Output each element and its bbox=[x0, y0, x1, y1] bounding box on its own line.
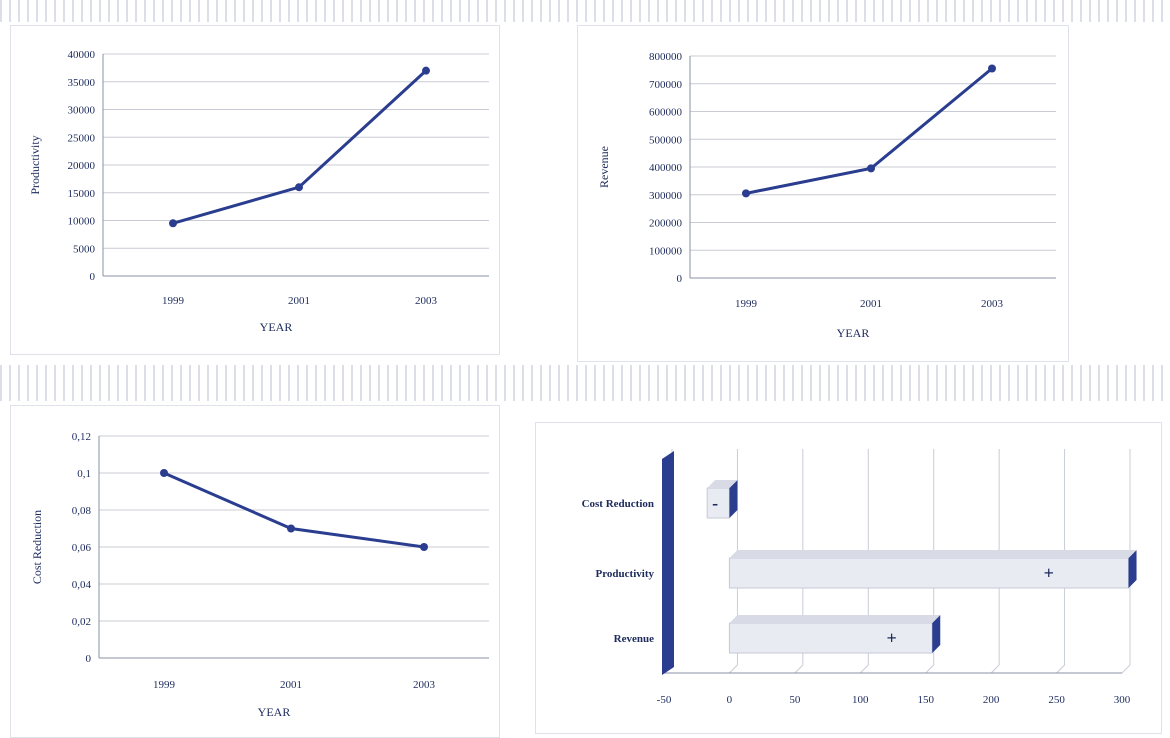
x-tick-label: 2003 bbox=[413, 679, 436, 691]
y-tick-label: 0 bbox=[86, 653, 92, 665]
y-tick-label: 0,02 bbox=[72, 616, 91, 628]
y-tick-label: 0 bbox=[90, 271, 96, 283]
bar bbox=[728, 557, 1130, 589]
bar-end-face bbox=[729, 480, 738, 518]
floor-gridline bbox=[729, 664, 738, 674]
floor-gridline bbox=[990, 664, 1000, 674]
y-tick-label: 0 bbox=[677, 273, 683, 285]
bar-sign-marker: - bbox=[712, 493, 718, 513]
productivity-line-chart: 0 5000 10000 15000 20000 25000 30000 35000 40000… bbox=[28, 49, 489, 334]
data-point bbox=[742, 189, 750, 198]
y-tick-label: 30000 bbox=[68, 105, 96, 117]
category-label: Revenue bbox=[614, 633, 654, 645]
series-line bbox=[745, 67, 993, 195]
x-tick-label: 0 bbox=[727, 694, 733, 706]
x-tick-label: 50 bbox=[789, 694, 801, 706]
y-tick-label: 100000 bbox=[649, 245, 683, 257]
x-axis-title: YEAR bbox=[260, 320, 293, 334]
x-tick-label: 200 bbox=[983, 694, 1000, 706]
x-tick-label: 2001 bbox=[280, 679, 302, 691]
floor-gridline bbox=[1121, 664, 1131, 674]
x-tick-label: 2003 bbox=[415, 295, 438, 307]
axis-wall bbox=[662, 451, 674, 675]
bar-sign-marker: + bbox=[887, 628, 897, 648]
bar bbox=[728, 622, 933, 654]
y-tick-label: 700000 bbox=[649, 79, 683, 91]
x-tick-label: 1999 bbox=[153, 679, 176, 691]
change-bar-chart-panel: -50 0 50 100 150 200 250 300 Cost Reduction - Prod… bbox=[535, 422, 1162, 734]
bar bbox=[706, 487, 730, 519]
x-tick-label: 250 bbox=[1048, 694, 1065, 706]
data-point bbox=[422, 66, 430, 75]
data-point bbox=[420, 543, 428, 551]
change-horizontal-bar-chart: -50 0 50 100 150 200 250 300 Cost Reduction - Prod… bbox=[582, 449, 1137, 706]
x-tick-label: 1999 bbox=[162, 295, 185, 307]
cost-reduction-chart-panel: 0 0,02 0,04 0,06 0,08 0,1 0,12 1999 2001 2003 YEAR… bbox=[10, 405, 500, 738]
y-tick-label: 200000 bbox=[649, 218, 683, 230]
decorative-stripe-top bbox=[0, 0, 1170, 22]
y-tick-label: 20000 bbox=[68, 160, 96, 172]
bar-top-face bbox=[729, 550, 1137, 558]
y-tick-label: 0,12 bbox=[72, 431, 91, 443]
x-axis-title: YEAR bbox=[258, 705, 291, 719]
category-label: Cost Reduction bbox=[582, 498, 654, 510]
x-tick-label: 150 bbox=[917, 694, 934, 706]
y-tick-label: 35000 bbox=[68, 77, 96, 89]
floor-gridline bbox=[794, 664, 804, 674]
y-tick-label: 0,1 bbox=[77, 468, 91, 480]
revenue-chart-panel: 0 100000 200000 300000 400000 500000 600000 700… bbox=[577, 25, 1069, 362]
bar-end-face bbox=[1128, 550, 1137, 588]
y-tick-label: 300000 bbox=[649, 190, 683, 202]
data-point bbox=[169, 219, 177, 228]
y-axis-title: Cost Reduction bbox=[30, 510, 44, 584]
data-point bbox=[160, 469, 168, 477]
bar-top-face bbox=[729, 615, 941, 623]
revenue-line-chart: 0 100000 200000 300000 400000 500000 600000 700… bbox=[597, 51, 1056, 340]
y-tick-label: 0,06 bbox=[72, 542, 92, 554]
data-point bbox=[867, 164, 875, 173]
y-tick-label: 600000 bbox=[649, 107, 683, 119]
y-tick-label: 800000 bbox=[649, 51, 683, 63]
y-axis-title: Productivity bbox=[28, 135, 42, 194]
floor-gridline bbox=[1056, 664, 1065, 674]
y-tick-label: 40000 bbox=[68, 49, 96, 61]
y-tick-label: 0,04 bbox=[72, 579, 92, 591]
data-point bbox=[295, 183, 303, 192]
x-tick-label: 100 bbox=[852, 694, 869, 706]
y-tick-label: 5000 bbox=[73, 243, 96, 255]
bar-top-face bbox=[707, 480, 738, 488]
cost-reduction-line-chart: 0 0,02 0,04 0,06 0,08 0,1 0,12 1999 2001 2003 YEAR… bbox=[30, 431, 489, 719]
decorative-stripe-middle bbox=[0, 365, 1170, 401]
x-tick-label: 1999 bbox=[735, 298, 758, 310]
y-axis-title: Revenue bbox=[597, 146, 611, 188]
y-tick-label: 0,08 bbox=[72, 505, 92, 517]
y-tick-label: 25000 bbox=[68, 132, 96, 144]
data-point bbox=[287, 524, 295, 533]
x-tick-label: 2001 bbox=[860, 298, 882, 310]
y-tick-label: 500000 bbox=[649, 134, 683, 146]
x-axis-title: YEAR bbox=[837, 326, 870, 340]
bar-sign-marker: + bbox=[1044, 563, 1054, 583]
data-point bbox=[988, 64, 996, 73]
y-tick-label: 10000 bbox=[68, 216, 96, 228]
series-line bbox=[172, 69, 428, 225]
x-tick-label: 2001 bbox=[288, 295, 310, 307]
bar-end-face bbox=[932, 615, 941, 653]
floor-gridline bbox=[925, 664, 935, 674]
productivity-chart-panel: 0 5000 10000 15000 20000 25000 30000 35000 40000… bbox=[10, 25, 500, 355]
category-label: Productivity bbox=[596, 568, 655, 580]
floor-gridline bbox=[859, 664, 869, 674]
y-tick-label: 15000 bbox=[68, 188, 96, 200]
x-tick-label: 2003 bbox=[981, 298, 1004, 310]
x-tick-label: -50 bbox=[657, 694, 672, 706]
y-tick-label: 400000 bbox=[649, 162, 683, 174]
x-tick-label: 300 bbox=[1114, 694, 1131, 706]
